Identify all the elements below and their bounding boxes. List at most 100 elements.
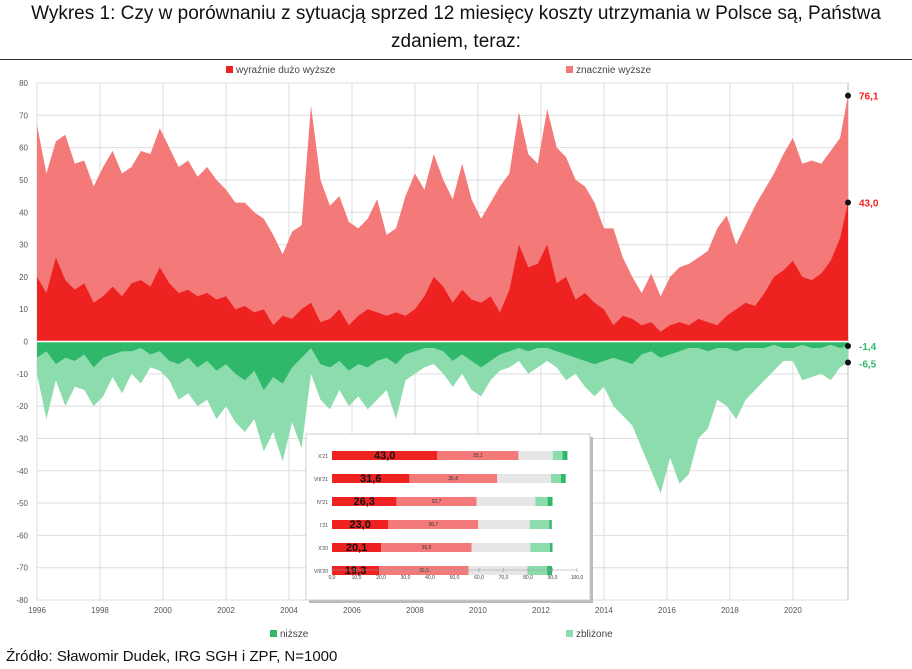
inset-x-tick-label: 20,0 [376, 575, 386, 581]
inset-bar-value-label: 36,9 [422, 545, 432, 551]
legend-label: zbliżone [576, 629, 613, 640]
inset-bar-value-label: 19,3 [345, 565, 366, 577]
area-series-znacznie-wyzsze [37, 95, 848, 342]
end-point-marker [845, 92, 851, 99]
x-tick-label: 2018 [721, 606, 739, 615]
y-tick-label: 40 [19, 208, 28, 217]
inset-category-label: VIII'21 [314, 477, 328, 483]
y-tick-label: -80 [16, 596, 28, 605]
inset-x-tick-label: 50,0 [450, 575, 460, 581]
x-tick-label: 1996 [28, 606, 46, 615]
inset-bar-value-label: 31,6 [360, 473, 381, 485]
x-tick-label: 2012 [532, 606, 550, 615]
inset-category-label: X'21 [318, 454, 328, 460]
legend-label: wyraźnie dużo wyższe [235, 65, 336, 76]
y-tick-label: -20 [16, 402, 28, 411]
end-point-marker [845, 359, 851, 366]
inset-bar-segment [396, 497, 477, 506]
inset-x-tick-label: 0,0 [329, 575, 336, 581]
inset-bar-segment [478, 520, 530, 529]
inset-bar-segment [388, 520, 479, 529]
inset-bar-segment [471, 543, 531, 552]
inset-bar-segment [332, 497, 397, 506]
inset-bar-segment [518, 451, 553, 460]
inset-x-tick-label: 90,0 [548, 575, 558, 581]
y-tick-label: 30 [19, 241, 28, 250]
inset-bar-value-label: 26,3 [354, 496, 375, 508]
source-note: Źródło: Sławomir Dudek, IRG SGH i ZPF, N… [6, 648, 338, 665]
x-tick-label: 2000 [154, 606, 172, 615]
inset-bar-segment [562, 451, 568, 460]
inset-bar-segment [560, 474, 566, 483]
chart-title: Wykres 1: Czy w porównaniu z sytuacją sp… [31, 3, 881, 52]
legend-swatch [226, 66, 233, 73]
x-tick-label: 2008 [406, 606, 424, 615]
y-tick-label: -40 [16, 467, 28, 476]
y-tick-label: -70 [16, 564, 28, 573]
inset-category-label: IV'21 [317, 500, 328, 506]
x-tick-label: 2002 [217, 606, 235, 615]
legend-label: znacznie wyższe [576, 65, 651, 76]
inset-bar-value-label: 23,0 [349, 519, 370, 531]
inset-bar-segment [551, 474, 561, 483]
y-tick-label: 80 [19, 79, 28, 88]
y-tick-label: 20 [19, 273, 28, 282]
inset-x-tick-label: 40,0 [425, 575, 435, 581]
inset-bar-segment [409, 474, 498, 483]
x-tick-label: 2006 [343, 606, 361, 615]
inset-category-label: I'21 [320, 523, 328, 529]
x-tick-label: 1998 [91, 606, 109, 615]
inset-x-tick-label: 70,0 [499, 575, 509, 581]
inset-bar-value-label: 20,1 [346, 542, 367, 554]
inset-bar-value-label: 36,7 [428, 522, 438, 528]
legend-swatch [270, 630, 277, 637]
inset-category-label: VIII'20 [314, 569, 328, 575]
end-value-label: -1,4 [859, 342, 877, 353]
inset-bar-segment [332, 566, 380, 575]
inset-bar-segment [530, 543, 551, 552]
x-tick-label: 2014 [595, 606, 613, 615]
inset-category-label: X'20 [318, 546, 328, 552]
inset-bar-value-label: 35,8 [448, 476, 458, 482]
end-point-marker [845, 343, 851, 350]
inset-bar-segment [535, 497, 548, 506]
inset-bar-segment [332, 451, 438, 460]
inset-bar-segment [468, 566, 528, 575]
x-tick-label: 2004 [280, 606, 298, 615]
inset-x-tick-label: 100,0 [571, 575, 584, 581]
inset-bar-segment [332, 520, 389, 529]
inset-bar-segment [529, 520, 550, 529]
end-value-label: 43,0 [859, 199, 879, 210]
inset-bar-segment [379, 566, 469, 575]
inset-bar-segment [497, 474, 552, 483]
y-tick-label: -30 [16, 434, 28, 443]
inset-bar-segment [547, 497, 553, 506]
area-series-zblizone [37, 341, 848, 494]
x-tick-label: 2020 [784, 606, 802, 615]
x-tick-label: 2016 [658, 606, 676, 615]
end-value-label: -6,5 [859, 360, 877, 371]
legend-swatch [566, 630, 573, 637]
main-chart: 80706050403020100-10-20-30-40-50-60-70-8… [16, 65, 879, 640]
inset-bar-segment [332, 474, 410, 483]
inset-x-tick-label: 10,0 [352, 575, 362, 581]
y-tick-label: 60 [19, 144, 28, 153]
legend-swatch [566, 66, 573, 73]
inset-bar-segment [552, 451, 563, 460]
inset-bar-value-label: 32,7 [432, 499, 442, 505]
inset-bar-segment [381, 543, 472, 552]
inset-bar-segment [547, 566, 553, 575]
inset-bar-segment [549, 520, 552, 529]
y-tick-label: 10 [19, 305, 28, 314]
inset-bar-segment [527, 566, 548, 575]
inset-x-tick-label: 30,0 [401, 575, 411, 581]
end-point-marker [845, 199, 851, 206]
area-series-nizsze [37, 341, 848, 390]
x-tick-label: 2010 [469, 606, 487, 615]
legend-label: niższe [280, 629, 309, 640]
inset-x-tick-label: 80,0 [523, 575, 533, 581]
title-divider [0, 59, 912, 60]
y-tick-label: -10 [16, 370, 28, 379]
y-tick-label: 70 [19, 111, 28, 120]
inset-bar-value-label: 43,0 [374, 450, 395, 462]
